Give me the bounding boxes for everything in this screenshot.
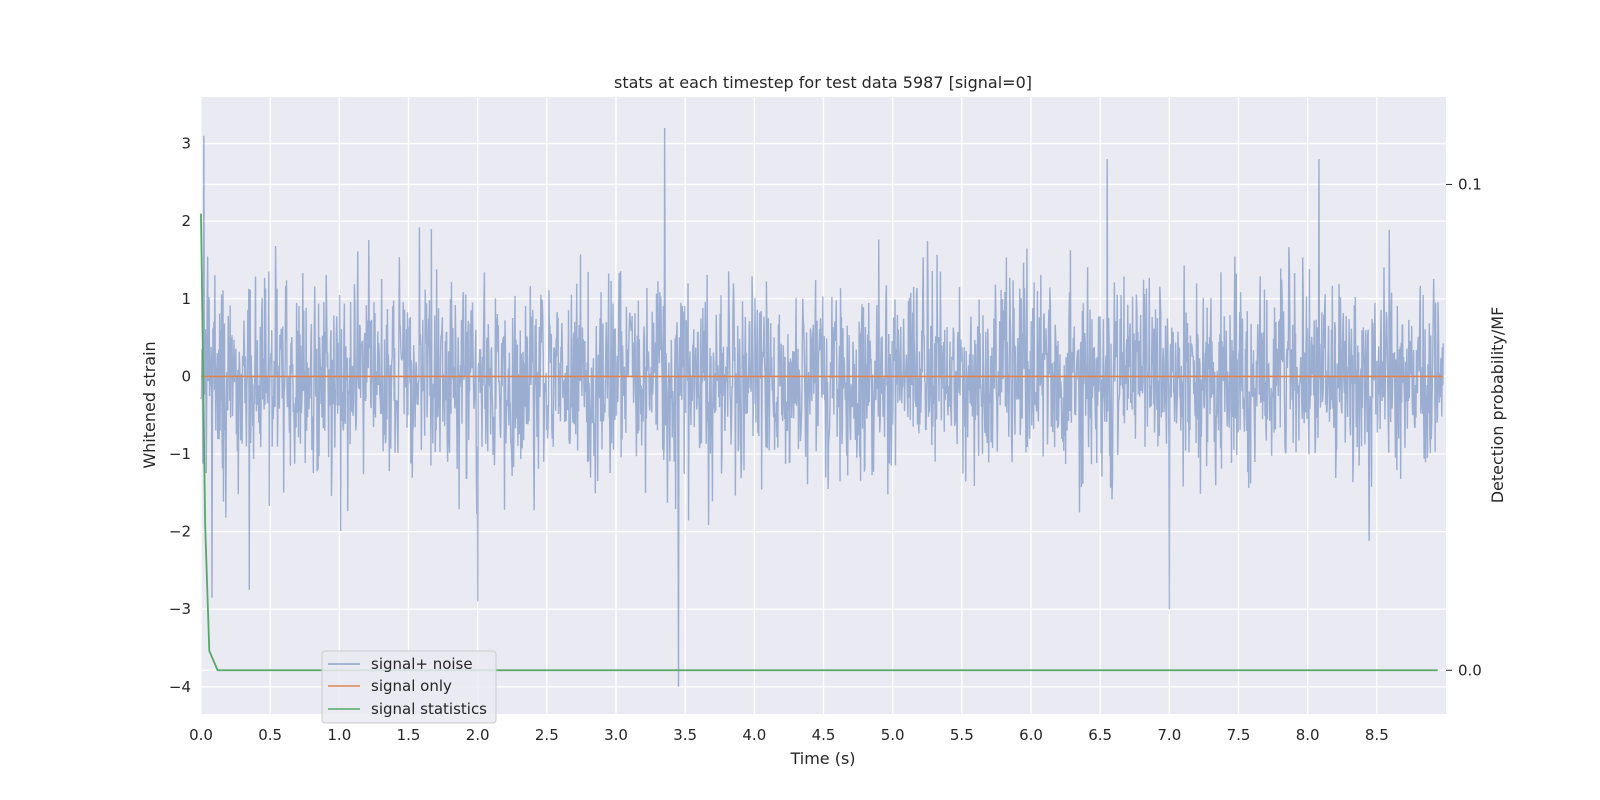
legend-label-signal-noise: signal+ noise <box>371 655 473 673</box>
y-tick-label: −1 <box>169 445 191 463</box>
x-tick-label: 6.5 <box>1088 726 1112 744</box>
y2-tick-label: 0.0 <box>1458 661 1482 679</box>
x-tick-label: 1.0 <box>327 726 351 744</box>
x-tick-label: 4.0 <box>742 726 766 744</box>
x-tick-label: 6.0 <box>1019 726 1043 744</box>
y-tick-label: 3 <box>181 135 191 153</box>
x-tick-label: 7.0 <box>1157 726 1181 744</box>
series-signal-noise <box>200 128 1444 687</box>
y2-tick-label: 0.1 <box>1458 175 1482 193</box>
y-tick-label: −4 <box>169 678 191 696</box>
x-tick-label: 2.5 <box>535 726 559 744</box>
y2-axis-label: Detection probability/MF <box>1488 307 1507 504</box>
tick-labels: 0.0 0.5 1.0 1.5 2.0 2.5 3.0 3.5 4.0 4.5 5.0 5.5 6.0 6… <box>169 135 1482 744</box>
chart-title: stats at each timestep for test data 598… <box>614 73 1032 92</box>
series-lines <box>200 213 1444 672</box>
x-tick-label: 3.0 <box>604 726 628 744</box>
legend-label-signal-only: signal only <box>371 677 452 695</box>
x-tick-label: 3.5 <box>673 726 697 744</box>
line-signal-noise <box>200 128 1444 687</box>
legend-label-signal-statistics: signal statistics <box>371 700 487 718</box>
y-axis-label: Whitened strain <box>140 341 159 468</box>
x-tick-label: 8.0 <box>1296 726 1320 744</box>
x-tick-label: 4.5 <box>812 726 836 744</box>
x-tick-label: 0.5 <box>258 726 282 744</box>
x-tick-label: 8.5 <box>1365 726 1389 744</box>
x-tick-label: 2.0 <box>466 726 490 744</box>
x-tick-label: 5.5 <box>950 726 974 744</box>
x-tick-label: 1.5 <box>397 726 421 744</box>
y-tick-label: −2 <box>169 523 191 541</box>
x-axis-label: Time (s) <box>789 749 855 768</box>
legend: signal+ noise signal only signal statist… <box>321 650 497 724</box>
line-signal-statistics <box>200 213 1438 672</box>
y-tick-label: 1 <box>181 290 191 308</box>
x-tick-label: 0.0 <box>189 726 213 744</box>
y-tick-label: −3 <box>169 600 191 618</box>
y-tick-label: 2 <box>181 212 191 230</box>
y-tick-label: 0 <box>181 367 191 385</box>
x-tick-label: 5.0 <box>881 726 905 744</box>
x-tick-label: 7.5 <box>1227 726 1251 744</box>
legend-box <box>321 650 497 724</box>
